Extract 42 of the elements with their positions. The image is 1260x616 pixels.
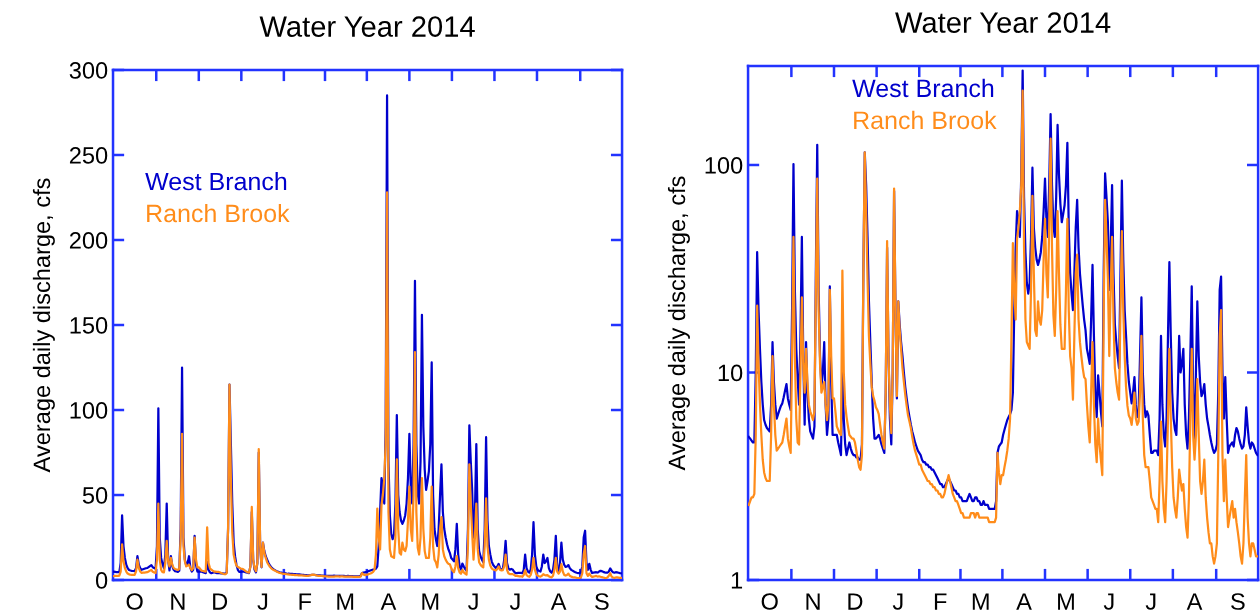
- x-tick-label: A: [1016, 593, 1032, 610]
- x-tick-label: A: [380, 593, 397, 610]
- y-tick-label: 1: [731, 572, 743, 589]
- x-tick-label: O: [126, 593, 143, 610]
- x-tick-label: F: [299, 593, 312, 610]
- chart-title: Water Year 2014: [895, 12, 1111, 33]
- x-tick-label: S: [595, 593, 609, 610]
- series-label: West Branch: [852, 78, 994, 98]
- y-tick-label: 10: [718, 364, 743, 382]
- x-tick-label: A: [1186, 593, 1203, 610]
- x-tick-label: J: [509, 593, 520, 610]
- x-tick-label: J: [1145, 593, 1156, 610]
- x-tick-label: J: [257, 593, 268, 610]
- x-tick-label: J: [468, 593, 478, 610]
- x-tick-label: J: [1103, 593, 1114, 610]
- x-tick-label: D: [213, 593, 228, 610]
- y-tick-label: 100: [70, 402, 108, 419]
- x-tick-label: M: [422, 593, 439, 610]
- y-tick-label: 50: [82, 487, 108, 504]
- x-tick-label: N: [806, 593, 820, 610]
- y-axis-title: Average daily discharge, cfs: [667, 176, 690, 471]
- x-tick-label: M: [1058, 593, 1074, 610]
- y-axis-title: Average daily discharge, cfs: [32, 178, 55, 473]
- y-tick-label: 300: [69, 62, 108, 79]
- x-tick-label: S: [1231, 593, 1245, 610]
- x-tick-label: M: [337, 593, 354, 610]
- x-tick-label: F: [934, 593, 947, 610]
- y-tick-label: 250: [69, 147, 108, 164]
- x-tick-label: D: [848, 593, 863, 610]
- x-tick-label: N: [171, 593, 185, 610]
- text: Ranch Brook: [147, 203, 290, 223]
- x-tick-label: A: [550, 593, 567, 610]
- x-tick-label: M: [972, 593, 989, 610]
- y-tick-label: 200: [69, 232, 108, 249]
- y-tick-label: 150: [70, 317, 108, 334]
- series-label: Ranch Brook: [854, 110, 997, 130]
- x-tick-label: O: [761, 593, 778, 610]
- y-tick-label: 100: [705, 157, 743, 174]
- y-tick-label: 0: [95, 572, 108, 589]
- text: West Branch: [145, 171, 287, 191]
- chart-title: Water Year 2014: [259, 16, 475, 37]
- x-tick-label: J: [892, 593, 903, 610]
